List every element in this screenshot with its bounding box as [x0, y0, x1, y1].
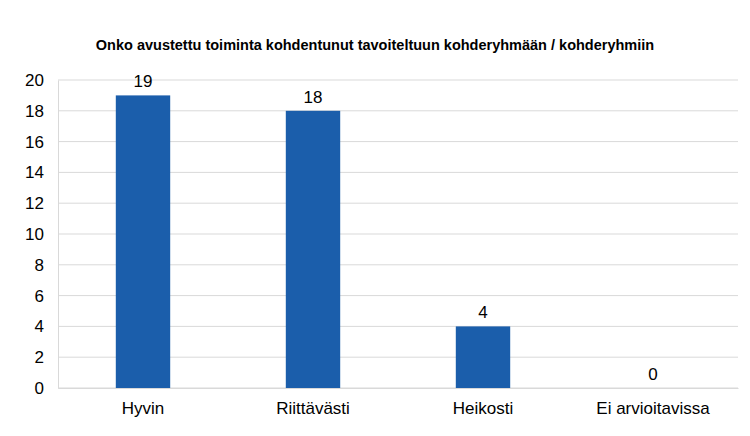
x-tick-label: Heikosti	[453, 399, 513, 418]
y-tick: 4	[35, 317, 58, 336]
bars	[116, 95, 510, 388]
x-tick: Ei arvioitavissa	[596, 388, 710, 418]
y-tick: 18	[25, 102, 58, 121]
y-tick-label: 10	[25, 225, 44, 244]
grid	[58, 80, 738, 388]
data-label: 4	[478, 303, 487, 322]
y-tick: 12	[25, 194, 58, 213]
data-label: 0	[648, 365, 657, 384]
y-tick-label: 16	[25, 133, 44, 152]
y-tick-label: 4	[35, 317, 44, 336]
x-tick-label: Ei arvioitavissa	[596, 399, 710, 418]
y-tick-label: 0	[35, 379, 44, 398]
y-tick: 20	[25, 71, 58, 90]
y-tick: 16	[25, 133, 58, 152]
x-tick: Heikosti	[453, 388, 513, 418]
y-tick-label: 18	[25, 102, 44, 121]
y-axis-line	[58, 81, 59, 389]
bar	[286, 111, 340, 388]
x-tick-label: Riittävästi	[276, 399, 350, 418]
y-tick: 6	[35, 287, 58, 306]
x-tick: Riittävästi	[276, 388, 350, 418]
y-tick: 10	[25, 225, 58, 244]
y-tick-label: 6	[35, 287, 44, 306]
plot: 0 2 4 6 8 10 12 14 16 18 20 Hyvin Riittävästi Heikost…	[25, 71, 738, 418]
data-labels: 19 18 4 0	[134, 72, 658, 384]
y-tick-label: 20	[25, 71, 44, 90]
y-axis: 0 2 4 6 8 10 12 14 16 18 20	[25, 71, 58, 398]
x-tick: Hyvin	[122, 388, 165, 418]
y-tick: 0	[35, 379, 58, 398]
chart-title: Onko avustettu toiminta kohdentunut tavo…	[96, 37, 654, 53]
y-tick-label: 12	[25, 194, 44, 213]
x-tick-label: Hyvin	[122, 399, 165, 418]
y-tick-label: 8	[35, 256, 44, 275]
data-label: 18	[304, 88, 323, 107]
data-label: 19	[134, 72, 153, 91]
y-tick-label: 14	[25, 163, 44, 182]
bar	[626, 388, 680, 389]
x-axis: Hyvin Riittävästi Heikosti Ei arvioitavissa	[59, 388, 739, 418]
y-tick: 14	[25, 163, 58, 182]
x-axis-line	[59, 388, 739, 389]
y-tick: 2	[35, 348, 58, 367]
chart: Onko avustettu toiminta kohdentunut tavo…	[0, 0, 750, 436]
bar	[116, 95, 170, 388]
grid-line	[58, 80, 738, 81]
y-tick: 8	[35, 256, 58, 275]
y-tick-label: 2	[35, 348, 44, 367]
bar	[456, 326, 510, 388]
